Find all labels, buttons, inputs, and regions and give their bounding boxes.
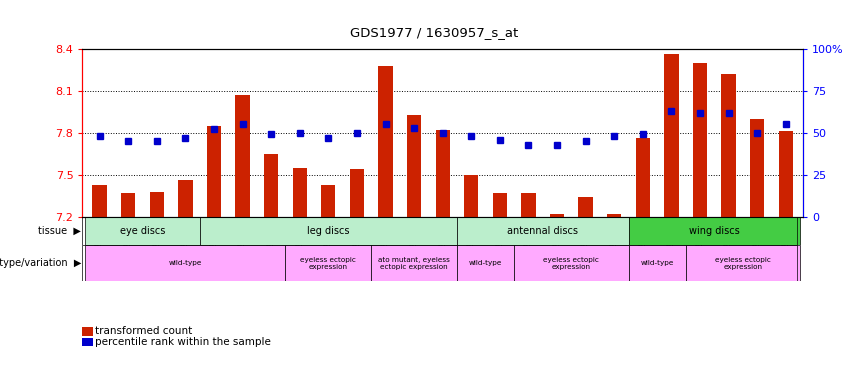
Bar — [85, 245, 286, 281]
Text: tissue  ▶: tissue ▶ — [38, 226, 81, 236]
Bar — [628, 217, 800, 245]
Bar — [321, 184, 335, 217]
Bar — [378, 66, 392, 217]
Text: eyeless ectopic
expression: eyeless ectopic expression — [300, 256, 356, 270]
Bar — [686, 245, 800, 281]
Bar — [85, 217, 200, 245]
Bar — [286, 245, 372, 281]
Text: wild-type: wild-type — [168, 260, 202, 266]
Bar — [664, 54, 679, 217]
Bar — [457, 245, 514, 281]
Text: eye discs: eye discs — [120, 226, 165, 236]
Text: wing discs: wing discs — [689, 226, 740, 236]
Text: genotype/variation  ▶: genotype/variation ▶ — [0, 258, 81, 268]
Bar — [457, 217, 628, 245]
Text: percentile rank within the sample: percentile rank within the sample — [95, 337, 272, 346]
Text: antennal discs: antennal discs — [507, 226, 578, 236]
Bar — [264, 154, 279, 217]
Bar — [514, 245, 628, 281]
Bar — [721, 74, 736, 217]
Bar — [372, 245, 457, 281]
Bar — [750, 119, 765, 217]
Bar — [578, 197, 593, 217]
Bar — [93, 184, 107, 217]
Bar — [207, 126, 221, 217]
Text: wild-type: wild-type — [469, 260, 503, 266]
Bar — [693, 63, 707, 217]
Text: GDS1977 / 1630957_s_at: GDS1977 / 1630957_s_at — [350, 26, 518, 39]
Text: eyeless ectopic
expression: eyeless ectopic expression — [715, 256, 771, 270]
Text: eyeless ectopic
expression: eyeless ectopic expression — [543, 256, 599, 270]
Bar — [493, 193, 507, 217]
Bar — [628, 245, 686, 281]
Bar — [407, 115, 421, 217]
Bar — [149, 192, 164, 217]
Bar — [607, 214, 621, 217]
Bar — [436, 130, 450, 217]
Text: leg discs: leg discs — [307, 226, 350, 236]
Bar — [350, 169, 364, 217]
Text: wild-type: wild-type — [641, 260, 674, 266]
Text: ato mutant, eyeless
ectopic expression: ato mutant, eyeless ectopic expression — [378, 256, 450, 270]
Bar — [293, 168, 307, 217]
Bar — [550, 214, 564, 217]
Bar — [464, 175, 478, 217]
Bar — [779, 131, 792, 217]
Bar — [635, 138, 650, 217]
Bar — [121, 193, 135, 217]
Text: transformed count: transformed count — [95, 327, 193, 336]
Bar — [200, 217, 457, 245]
Bar — [178, 180, 193, 217]
Bar — [522, 193, 536, 217]
Bar — [235, 95, 250, 217]
